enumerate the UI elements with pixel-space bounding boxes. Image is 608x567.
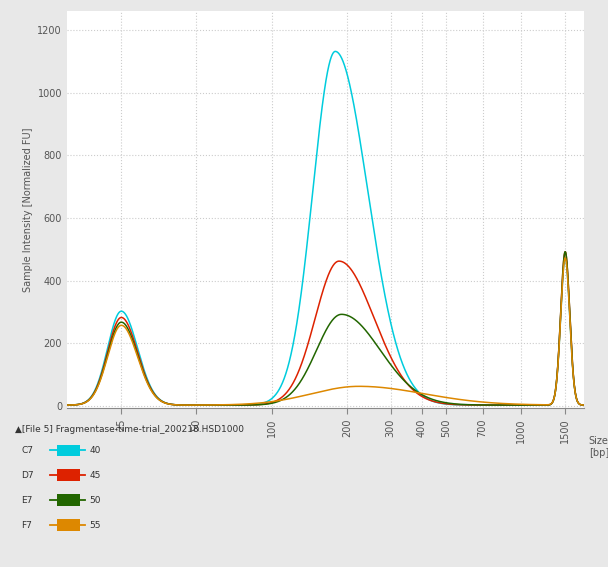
Text: 45: 45 — [89, 471, 101, 480]
Text: ▲[File 5] Fragmentase-time-trial_200218.HSD1000: ▲[File 5] Fragmentase-time-trial_200218.… — [15, 425, 244, 434]
Text: 55: 55 — [89, 521, 101, 530]
Text: F7: F7 — [21, 521, 32, 530]
Text: 50: 50 — [89, 496, 101, 505]
Text: Size
[bp]: Size [bp] — [589, 436, 608, 458]
Text: D7: D7 — [21, 471, 34, 480]
Text: C7: C7 — [21, 446, 33, 455]
Text: E7: E7 — [21, 496, 33, 505]
Text: 40: 40 — [89, 446, 101, 455]
Y-axis label: Sample Intensity [Normalized FU]: Sample Intensity [Normalized FU] — [23, 128, 33, 292]
